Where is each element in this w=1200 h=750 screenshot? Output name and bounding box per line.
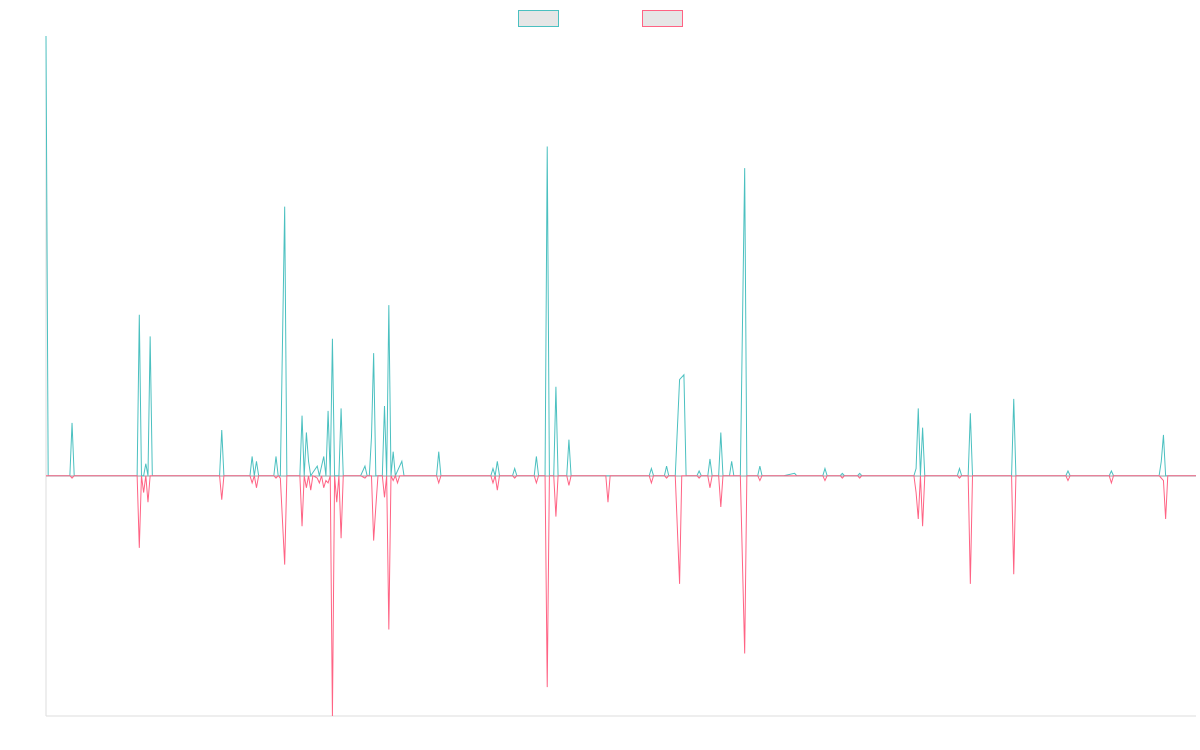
legend-swatch-1[interactable]: [518, 10, 559, 27]
legend[interactable]: [518, 10, 683, 27]
series-line-1: [45, 35, 1196, 478]
legend-swatch-2[interactable]: [642, 10, 683, 27]
series-line-2: [46, 474, 1196, 717]
series-layer: [45, 35, 1196, 717]
